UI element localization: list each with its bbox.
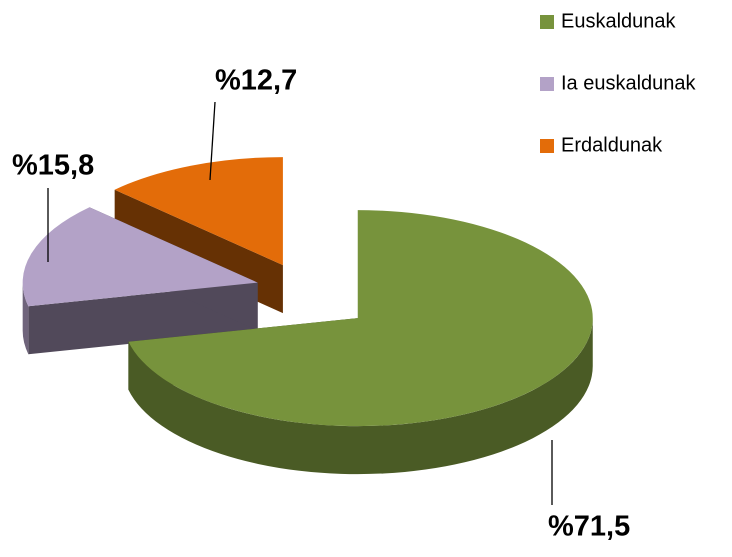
slice-top (128, 210, 593, 427)
slice-top (114, 157, 283, 266)
legend-swatch (540, 77, 554, 91)
leader-line (209, 101, 216, 181)
legend-label: Euskaldunak (561, 10, 677, 32)
slice-side (128, 318, 593, 475)
value-label: %15,8 (12, 150, 94, 182)
legend-swatch (540, 139, 554, 153)
slice-top (22, 207, 258, 307)
legend-label: Ia euskaldunak (561, 72, 697, 94)
value-label: %12,7 (215, 65, 297, 97)
legend-swatch (540, 15, 554, 29)
slice-side (22, 282, 29, 355)
value-label: %71,5 (548, 511, 630, 543)
legend-label: Erdaldunak (561, 134, 663, 156)
slice (128, 210, 593, 475)
